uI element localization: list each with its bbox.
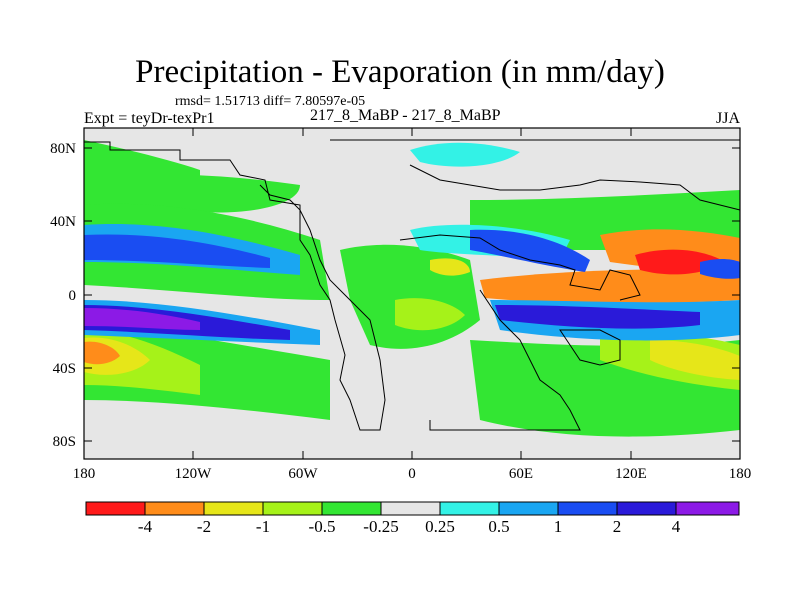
- east-yellow-south: [650, 340, 740, 380]
- lon-label: 180: [728, 466, 752, 482]
- colorbar-label: -0.5: [308, 517, 336, 536]
- coastline-eurasia: [330, 139, 741, 211]
- lon-label: 0: [408, 466, 416, 482]
- indian-yellow: [430, 258, 470, 276]
- africa-yellowgreen: [395, 298, 465, 331]
- colorbar-swatch: [203, 501, 264, 516]
- colorbar-label: -0.25: [363, 517, 399, 536]
- experiment-label: Expt = teyDr-texPr1: [84, 110, 215, 127]
- lat-label: 40N: [50, 214, 76, 230]
- coastlines: [84, 139, 741, 431]
- colorbar: [85, 501, 740, 516]
- colorbar-swatch: [85, 501, 146, 516]
- colorbar-swatch: [439, 501, 500, 516]
- lon-label: 60W: [288, 466, 318, 482]
- lat-label: 0: [68, 288, 77, 304]
- colorbar-label: 0.25: [425, 517, 455, 536]
- south-band-purple: [84, 308, 200, 330]
- north-pacific-blue: [84, 234, 270, 268]
- lon-label: 120W: [174, 466, 212, 482]
- asia-blue: [470, 229, 590, 272]
- precip-field: [84, 128, 740, 459]
- colorbar-swatch: [557, 501, 618, 516]
- arctic-cyan: [410, 142, 520, 167]
- tropical-orange: [480, 269, 740, 304]
- colorbar-label: -1: [255, 517, 271, 536]
- colorbar-swatch: [675, 501, 740, 516]
- colorbar-swatch: [380, 501, 441, 516]
- coastline-south: [429, 289, 581, 431]
- lat-label: 80S: [52, 434, 76, 450]
- colorbar-label: 4: [671, 517, 681, 536]
- axis-ticks: [84, 128, 740, 459]
- indo-band-blue: [495, 305, 700, 329]
- colorbar-label: 1: [553, 517, 563, 536]
- colorbar-swatch: [144, 501, 205, 516]
- coastline-americas: [84, 141, 386, 431]
- season-label: JJA: [715, 110, 740, 127]
- colorbar-swatch: [262, 501, 323, 516]
- lon-label: 60E: [508, 466, 534, 482]
- colorbar-label: -4: [137, 517, 153, 536]
- comparison-label: 217_8_MaBP - 217_8_MaBP: [310, 107, 501, 124]
- plot-title: Precipitation - Evaporation (in mm/day): [135, 54, 665, 90]
- colorbar-label: 0.5: [488, 517, 510, 536]
- lat-label: 80N: [50, 141, 76, 157]
- lat-label: 40S: [52, 361, 76, 377]
- coastline-australia: [559, 329, 621, 366]
- south-pacific-orange: [84, 341, 120, 365]
- stats-text: rmsd= 1.51713 diff= 7.80597e-05: [175, 94, 366, 109]
- colorbar-swatch: [498, 501, 559, 516]
- colorbar-swatch: [616, 501, 677, 516]
- lon-label: 180: [72, 466, 96, 482]
- colorbar-swatch: [321, 501, 382, 516]
- colorbar-label: 2: [612, 517, 622, 536]
- lon-label: 120E: [615, 466, 647, 482]
- colorbar-label: -2: [196, 517, 212, 536]
- coastline-africa: [399, 234, 641, 301]
- far-east-blue: [700, 259, 740, 279]
